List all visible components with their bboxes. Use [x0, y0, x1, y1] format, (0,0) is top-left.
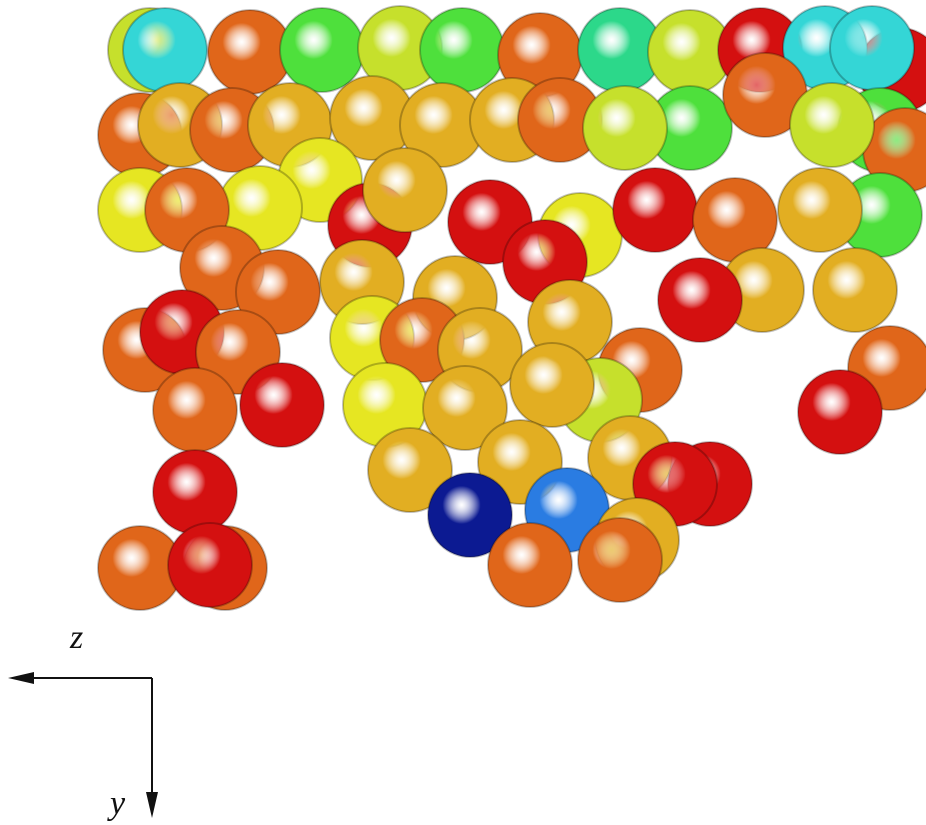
sphere	[363, 148, 447, 232]
sphere	[123, 8, 207, 92]
sphere	[778, 168, 862, 252]
sphere	[153, 368, 237, 452]
sphere	[488, 523, 572, 607]
sphere	[240, 363, 324, 447]
sphere	[153, 450, 237, 534]
scene: z y	[0, 0, 926, 825]
sphere	[578, 518, 662, 602]
sphere	[583, 86, 667, 170]
sphere	[658, 258, 742, 342]
sphere	[280, 8, 364, 92]
sphere	[813, 248, 897, 332]
sphere	[510, 343, 594, 427]
y-axis-label: y	[107, 785, 126, 822]
sphere	[798, 370, 882, 454]
sphere	[168, 523, 252, 607]
sphere	[790, 83, 874, 167]
sphere	[830, 6, 914, 90]
sphere	[420, 8, 504, 92]
sphere	[613, 168, 697, 252]
z-axis-label: z	[69, 619, 83, 656]
